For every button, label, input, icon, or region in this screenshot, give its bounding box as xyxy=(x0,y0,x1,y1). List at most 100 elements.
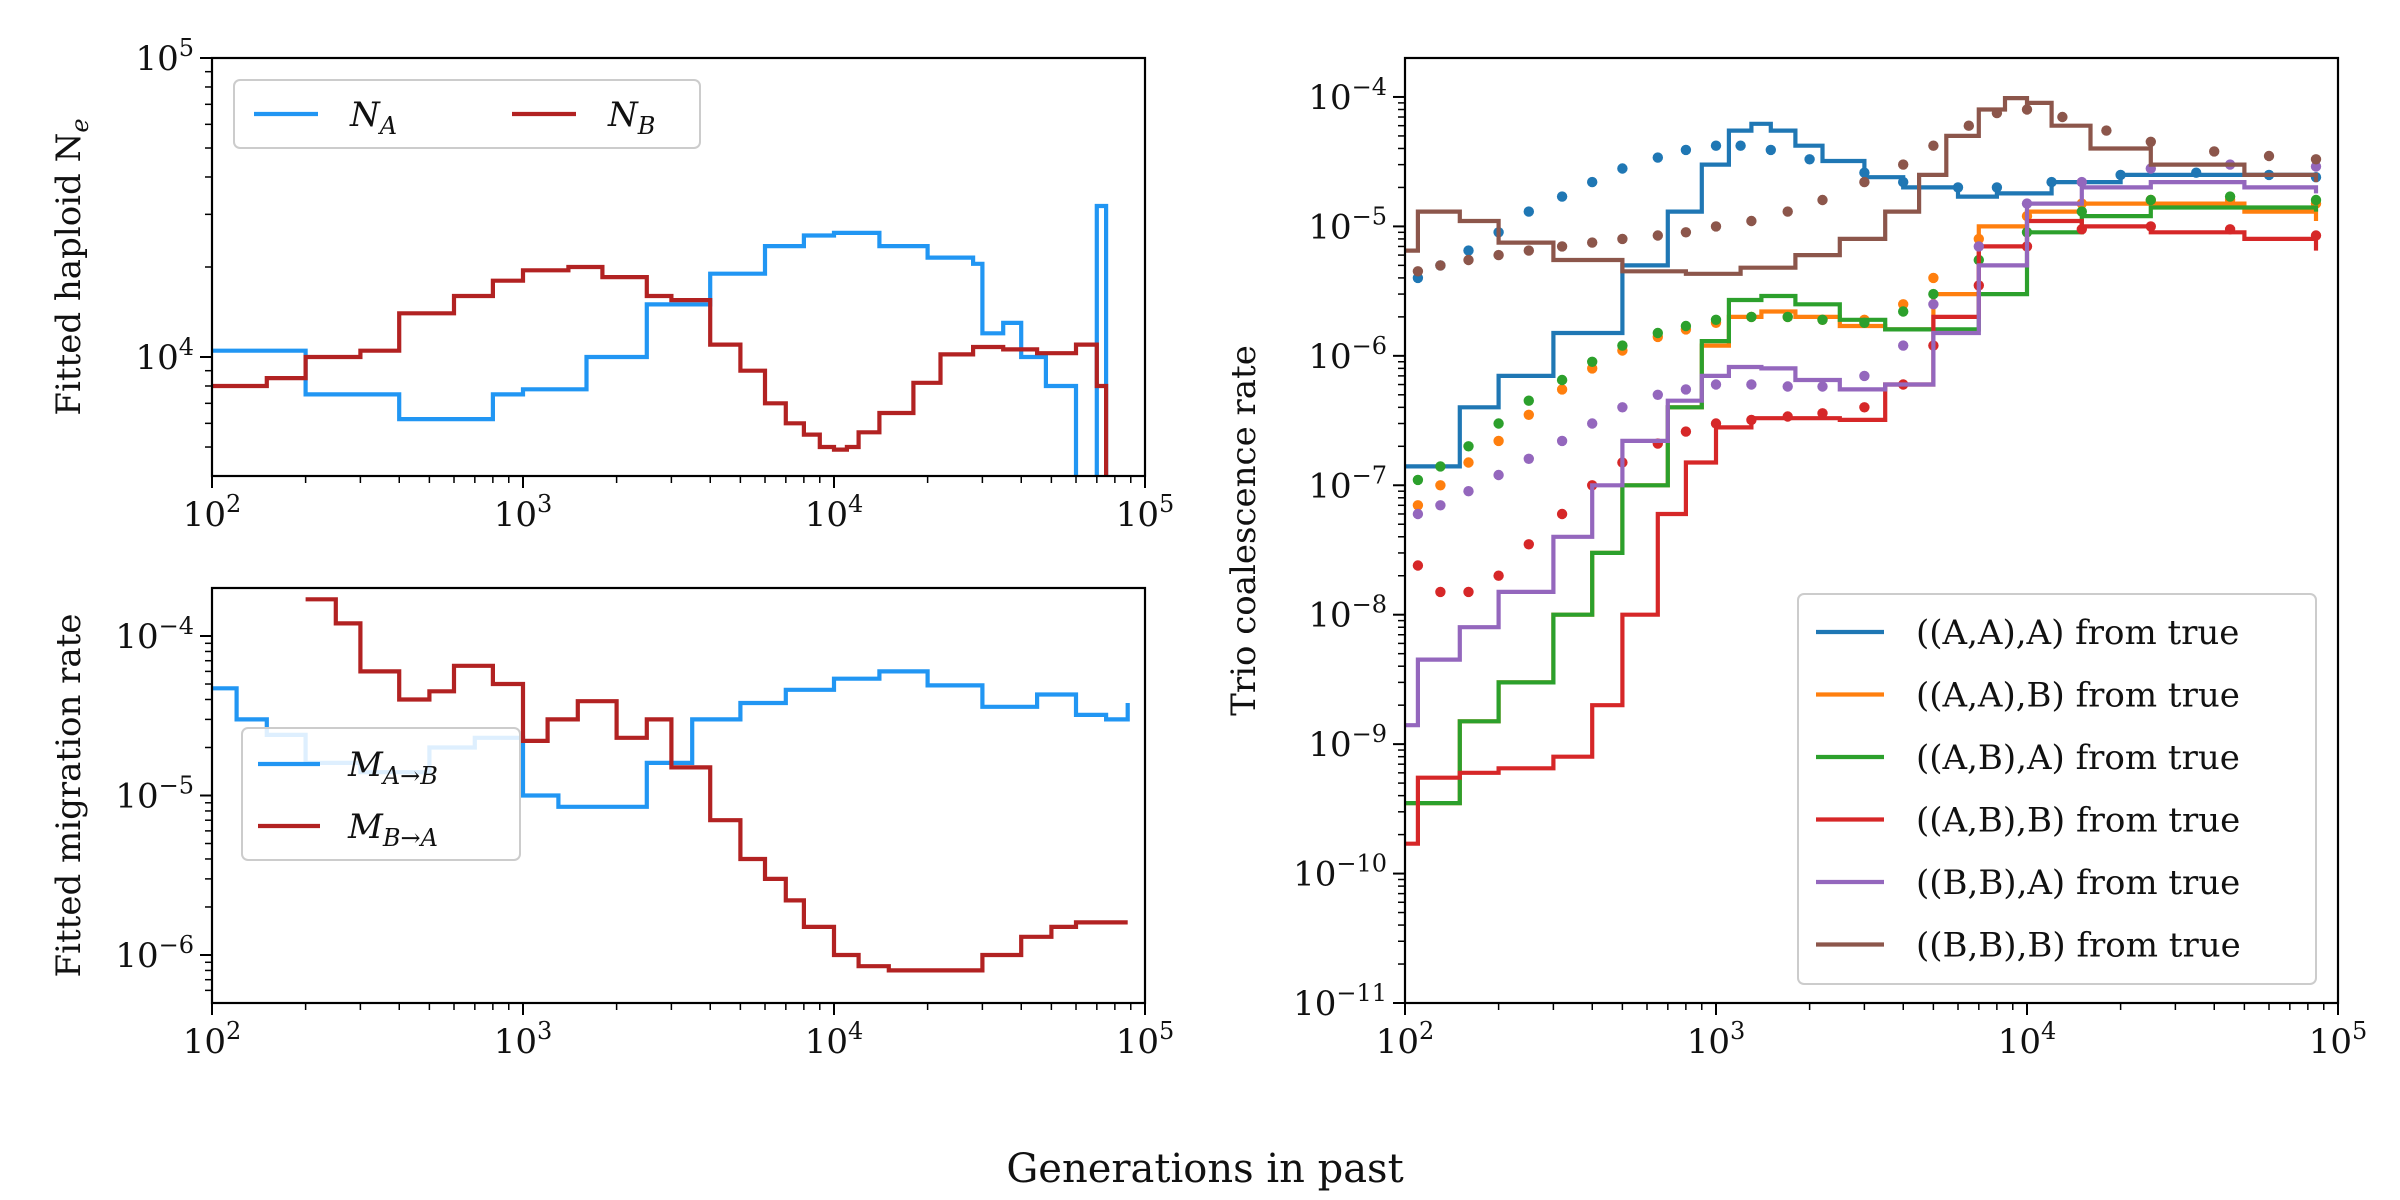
legend-label: ((A,A),B) from true xyxy=(1916,676,2240,716)
true-point xyxy=(1928,299,1939,310)
figure-xlabel: Generations in past xyxy=(1006,1146,1403,1192)
true-point xyxy=(1782,206,1793,217)
x-tick-label-base: 10 xyxy=(1376,1022,1419,1062)
legend-label-sub: A xyxy=(378,112,397,140)
y-tick-label: 10−4 xyxy=(1308,73,1387,118)
true-point xyxy=(1523,453,1535,464)
x-tick-label: 102 xyxy=(183,490,242,535)
true-point xyxy=(1493,418,1504,429)
true-point xyxy=(1859,402,1870,413)
legend-label: ((B,B),A) from true xyxy=(1916,863,2240,903)
true-point xyxy=(1817,381,1828,392)
x-tick-label: 104 xyxy=(1998,1017,2057,1062)
x-tick-label-exp: 5 xyxy=(2352,1017,2367,1045)
true-point xyxy=(2310,194,2322,206)
x-tick-label-base: 10 xyxy=(1687,1022,1730,1062)
y-tick-label-exp: −4 xyxy=(1352,73,1387,101)
y-tick-label-exp: −4 xyxy=(159,612,194,640)
true-point xyxy=(1412,474,1424,486)
true-point xyxy=(1817,408,1828,419)
y-tick-label: 10−10 xyxy=(1293,850,1387,895)
true-point xyxy=(1556,374,1568,386)
x-tick-label: 103 xyxy=(494,1017,553,1062)
x-tick-label-exp: 2 xyxy=(226,490,241,518)
y-tick-label: 10−11 xyxy=(1293,979,1387,1024)
true-point xyxy=(1523,539,1535,550)
y-tick-label: 104 xyxy=(135,333,194,378)
true-point xyxy=(1463,254,1474,266)
true-point xyxy=(1928,140,1939,151)
true-point xyxy=(1782,311,1793,323)
true-point xyxy=(1859,176,1870,188)
true-point xyxy=(1817,194,1828,206)
true-point xyxy=(2224,191,2236,202)
true-point xyxy=(1746,379,1757,390)
y-tick-label: 10−5 xyxy=(1308,202,1387,247)
legend-mig: MA→BMB→A xyxy=(241,727,521,861)
y-tick-label-exp: −9 xyxy=(1352,720,1387,748)
true-point xyxy=(1782,381,1793,392)
x-tick-label-exp: 3 xyxy=(537,490,552,518)
x-tick-label-base: 10 xyxy=(183,1022,226,1062)
y-tick-label: 10−7 xyxy=(1308,461,1387,506)
legend-label: ((B,B),B) from true xyxy=(1916,926,2241,966)
true-point xyxy=(2145,194,2156,206)
true-point xyxy=(2310,161,2322,172)
true-point xyxy=(1435,500,1446,511)
legend-label-main: N xyxy=(607,95,639,135)
legend-label: ((A,B),B) from true xyxy=(1916,801,2240,841)
true-point xyxy=(2209,146,2220,157)
axes-frame xyxy=(210,586,1147,1005)
y-tick-label-base: 10 xyxy=(1308,596,1351,636)
true-point xyxy=(1493,570,1504,581)
true-point xyxy=(1556,191,1568,202)
legend-label-sub: B xyxy=(637,112,656,140)
true-point xyxy=(1680,384,1692,395)
true-point xyxy=(2101,125,2112,136)
y-tick-label-exp: −5 xyxy=(1352,202,1387,230)
true-point xyxy=(1710,314,1722,325)
series-line xyxy=(212,203,1109,476)
true-point xyxy=(1652,327,1664,339)
series-line xyxy=(1405,180,2319,728)
true-point xyxy=(2145,136,2156,147)
true-point xyxy=(2076,176,2087,188)
true-point xyxy=(1435,586,1446,598)
true-point xyxy=(1617,402,1628,413)
legend-ne: NA NB xyxy=(233,79,701,149)
true-point xyxy=(1680,227,1692,238)
true-point xyxy=(1652,152,1664,163)
true-point xyxy=(1898,306,1909,317)
plot-area-trio xyxy=(1405,96,2322,846)
true-point xyxy=(1523,395,1535,406)
true-point xyxy=(1735,140,1746,151)
y-tick-label-base: 10 xyxy=(1308,725,1351,765)
legend-label: ((A,A),A) from true xyxy=(1916,613,2239,653)
true-point xyxy=(1859,370,1870,382)
legend-label-main: M xyxy=(347,745,384,785)
true-point xyxy=(1652,230,1664,241)
x-tick-label: 105 xyxy=(1116,1017,1175,1062)
true-point xyxy=(1765,144,1777,156)
y-axis-label: Fitted migration rate xyxy=(49,614,89,978)
series-line xyxy=(212,264,1109,476)
x-tick-label-base: 10 xyxy=(1116,495,1159,535)
x-tick-label-exp: 5 xyxy=(1159,1017,1174,1045)
true-point xyxy=(1652,389,1664,400)
y-tick-label-base: 10 xyxy=(1308,207,1351,247)
x-tick-label: 105 xyxy=(1116,490,1175,535)
chart-trio: 102 103 104 10510−1110−1010−910−810−710−610… xyxy=(1224,56,2367,1062)
true-point xyxy=(1435,461,1446,472)
y-tick-label-exp: −6 xyxy=(1352,332,1387,360)
true-point xyxy=(1523,409,1535,420)
y-tick-label-base: 10 xyxy=(115,936,158,976)
y-tick-label-exp: −10 xyxy=(1336,850,1387,878)
true-point xyxy=(1587,176,1598,188)
true-point xyxy=(1412,266,1424,277)
legend-label: NA xyxy=(349,95,397,140)
legend-label-main: M xyxy=(347,807,384,847)
x-tick-label-exp: 3 xyxy=(1730,1017,1745,1045)
true-point xyxy=(1898,159,1909,170)
